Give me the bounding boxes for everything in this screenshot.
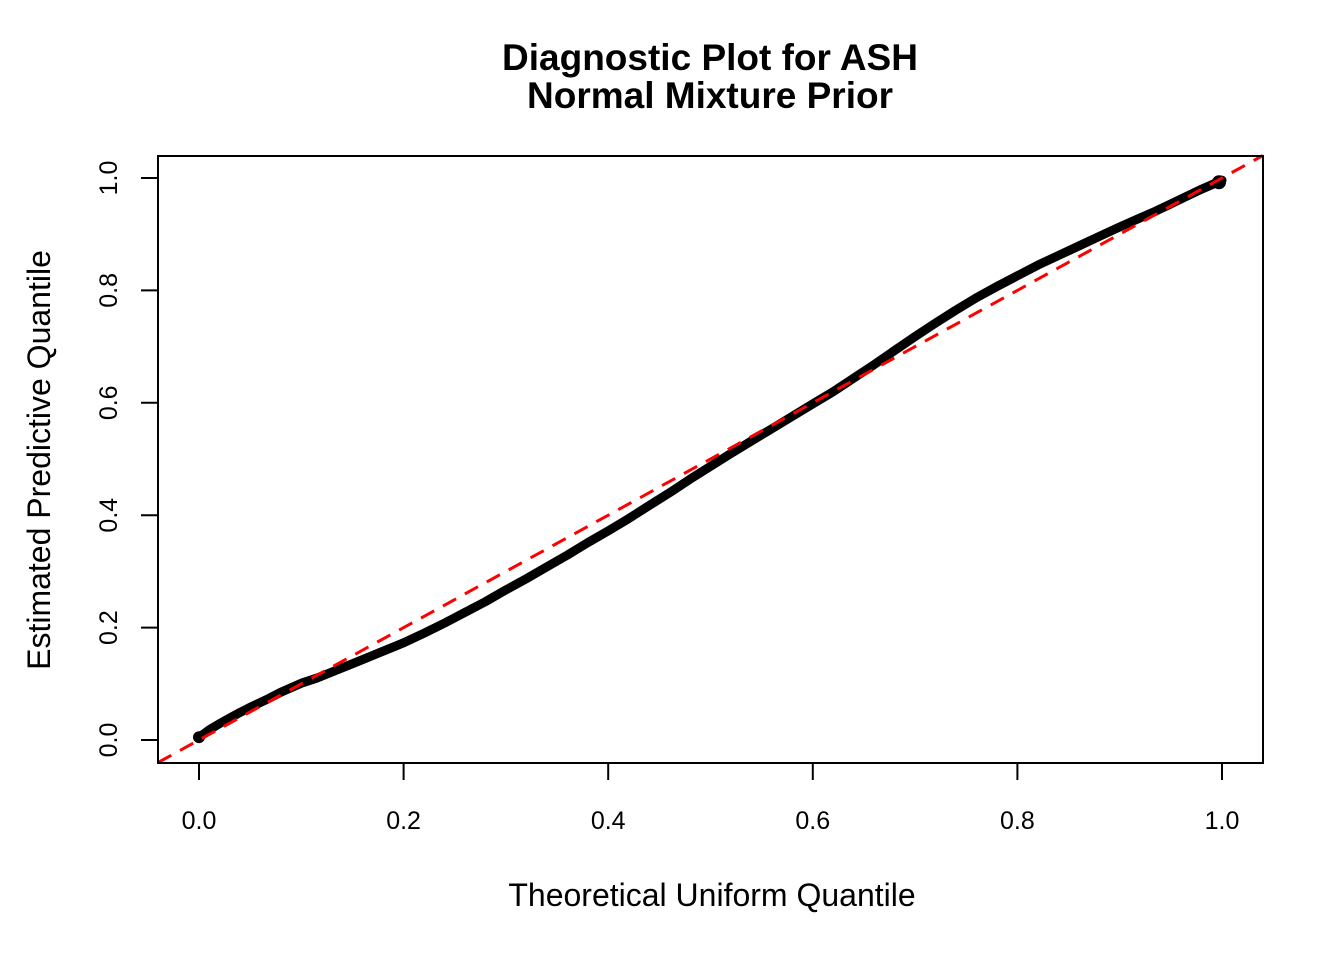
- data-layer: [157, 154, 1264, 764]
- plot-title-line1: Diagnostic Plot for ASH: [502, 37, 918, 78]
- curve-start-blob: [193, 731, 205, 744]
- y-axis-title: Estimated Predictive Quantile: [21, 250, 57, 670]
- reference-diagonal-line: [157, 154, 1264, 764]
- x-tick-label: 0.6: [795, 807, 830, 835]
- plot-title-line2: Normal Mixture Prior: [527, 75, 893, 116]
- y-tick-label: 1.0: [95, 161, 123, 196]
- y-tick-label: 0.0: [95, 723, 123, 758]
- estimated-quantile-curve: [194, 175, 1227, 742]
- x-tick-label: 0.8: [1000, 807, 1035, 835]
- y-tick-label: 0.6: [95, 385, 123, 420]
- x-tick-label: 1.0: [1205, 807, 1240, 835]
- plot-border: [157, 155, 1264, 764]
- y-tick-label: 0.8: [95, 273, 123, 308]
- axes-layer: 0.0 0.2 0.4 0.6 0.8 1.0 0.0 0.2 0.4 0.6 0.8 1.0: [95, 161, 1239, 835]
- x-tick-label: 0.0: [182, 807, 217, 835]
- x-axis-title: Theoretical Uniform Quantile: [508, 877, 915, 913]
- x-tick-label: 0.4: [591, 807, 626, 835]
- x-tick-label: 0.2: [386, 807, 421, 835]
- y-tick-label: 0.2: [95, 610, 123, 645]
- y-tick-label: 0.4: [95, 498, 123, 533]
